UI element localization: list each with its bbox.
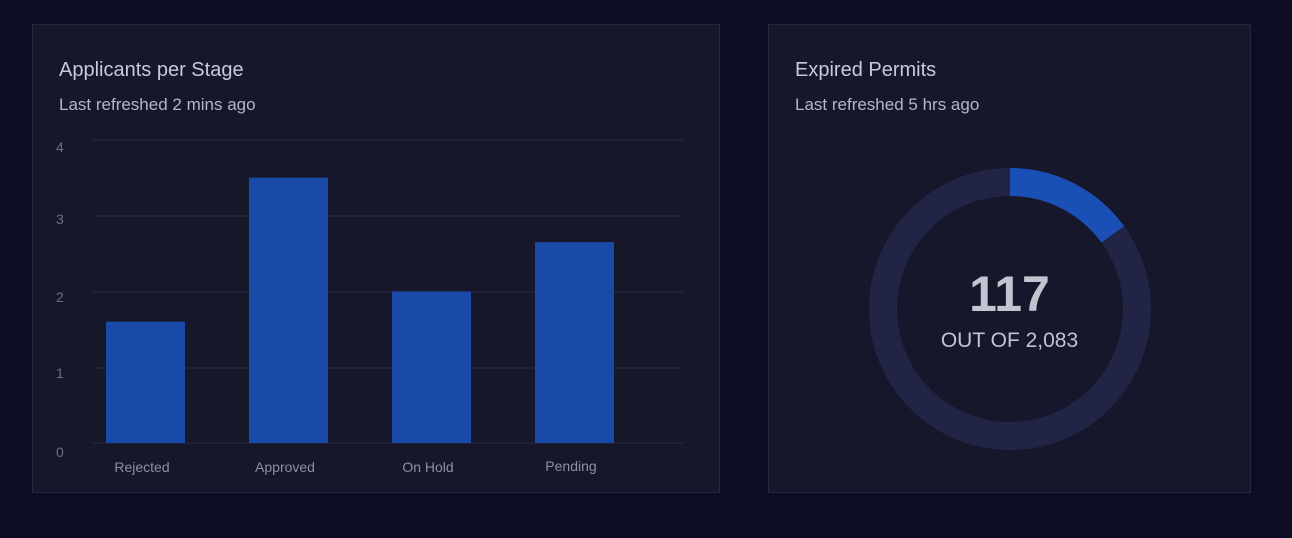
bar-rejected bbox=[106, 321, 185, 443]
x-tick: Approved bbox=[255, 459, 315, 475]
applicants-per-stage-card: Applicants per Stage Last refreshed 2 mi… bbox=[32, 24, 720, 493]
donut-chart bbox=[869, 168, 1151, 450]
donut-center-label: OUT OF 2,083 bbox=[940, 329, 1079, 352]
x-tick: Rejected bbox=[114, 459, 170, 475]
bar-on-hold bbox=[392, 291, 471, 443]
bar-approved bbox=[249, 177, 328, 443]
expired-permits-card: Expired Permits Last refreshed 5 hrs ago… bbox=[768, 24, 1251, 493]
x-tick: On Hold bbox=[402, 459, 454, 475]
y-tick: 2 bbox=[56, 289, 64, 305]
y-tick: 0 bbox=[56, 444, 64, 460]
y-tick: 1 bbox=[56, 365, 64, 381]
bar-pending bbox=[535, 242, 614, 443]
y-tick: 4 bbox=[56, 139, 64, 155]
bar-chart bbox=[93, 139, 683, 444]
card-subtitle: Last refreshed 5 hrs ago bbox=[795, 95, 980, 114]
card-subtitle: Last refreshed 2 mins ago bbox=[59, 95, 256, 114]
card-title: Expired Permits bbox=[795, 59, 937, 81]
y-tick: 3 bbox=[56, 211, 64, 227]
card-title: Applicants per Stage bbox=[59, 59, 244, 81]
donut-center-value: 117 bbox=[969, 266, 1050, 322]
x-tick: Pending bbox=[545, 458, 597, 474]
